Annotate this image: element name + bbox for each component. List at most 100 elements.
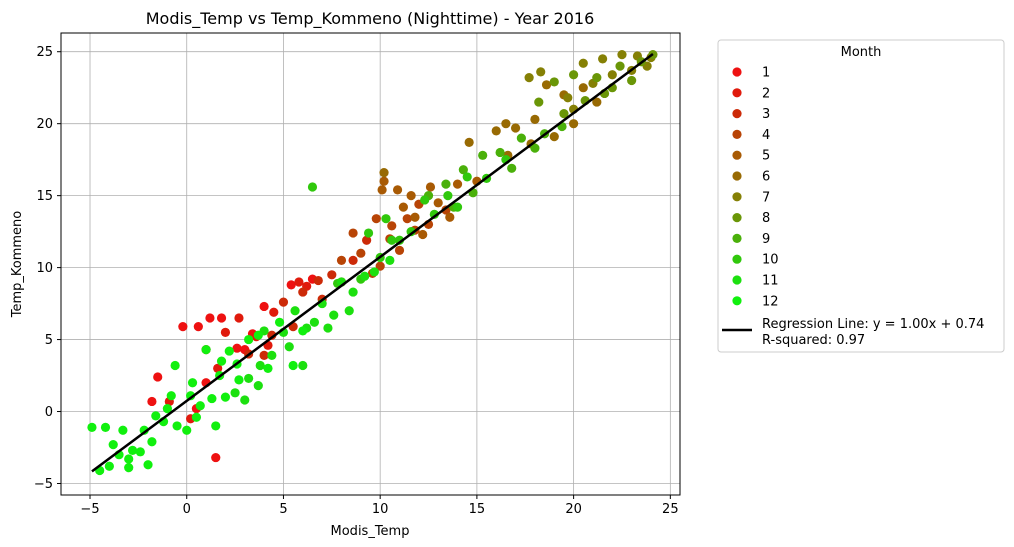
data-point-month-12 <box>139 425 149 435</box>
y-tick-label: 10 <box>36 261 53 276</box>
data-point-month-12 <box>263 363 273 373</box>
data-point-month-1 <box>286 280 296 290</box>
legend-label-month-1: 1 <box>762 66 770 81</box>
data-point-month-12 <box>288 360 298 371</box>
data-point-month-7 <box>578 58 588 68</box>
data-point-month-9 <box>507 163 517 173</box>
data-point-month-12 <box>135 447 145 457</box>
data-point-month-12 <box>143 460 153 470</box>
data-point-month-5 <box>392 185 403 195</box>
legend-marker-month-4 <box>732 129 742 139</box>
data-point-month-10 <box>429 209 439 219</box>
data-point-month-11 <box>344 306 354 316</box>
data-point-month-12 <box>224 346 234 356</box>
y-tick-label: 15 <box>36 189 53 204</box>
data-point-month-3 <box>278 297 289 307</box>
data-point-month-1 <box>153 372 163 382</box>
data-point-month-1 <box>178 322 188 332</box>
data-point-month-11 <box>267 350 277 360</box>
legend-marker-month-2 <box>732 88 742 98</box>
data-point-month-8 <box>534 97 544 107</box>
legend-box <box>717 39 1005 353</box>
data-point-month-6 <box>578 83 588 93</box>
data-point-month-12 <box>170 360 180 371</box>
legend-label-month-7: 7 <box>762 190 770 205</box>
data-point-month-12 <box>124 454 134 464</box>
legend-label-month-3: 3 <box>762 107 770 122</box>
data-point-month-1 <box>211 452 221 463</box>
data-point-month-12 <box>87 422 97 432</box>
data-point-month-5 <box>418 229 428 240</box>
data-point-month-3 <box>362 235 372 245</box>
data-point-month-7 <box>598 54 608 64</box>
legend-label-month-6: 6 <box>762 170 770 185</box>
legend-label-month-11: 11 <box>762 274 779 289</box>
data-point-month-9 <box>530 143 540 153</box>
data-point-month-10 <box>307 182 318 192</box>
data-point-month-6 <box>491 126 501 136</box>
legend-label-month-2: 2 <box>762 86 770 101</box>
legend-label-month-10: 10 <box>762 253 779 268</box>
scatter-points <box>87 49 658 476</box>
legend-marker-month-12 <box>732 296 742 306</box>
data-point-month-8 <box>559 108 569 119</box>
data-point-month-10 <box>462 172 472 182</box>
data-point-month-4 <box>356 248 366 258</box>
legend-marker-month-11 <box>732 275 742 285</box>
data-point-month-8 <box>549 77 559 87</box>
data-point-month-11 <box>329 310 339 320</box>
data-point-month-3 <box>267 330 277 340</box>
x-tick-label: 25 <box>662 502 679 517</box>
data-point-month-10 <box>452 202 463 212</box>
data-point-month-9 <box>441 179 451 189</box>
data-point-month-11 <box>369 267 379 277</box>
data-point-month-5 <box>410 212 420 222</box>
legend-r-squared-label: R-squared: 0.97 <box>762 333 865 348</box>
data-point-month-1 <box>193 322 203 332</box>
data-point-month-12 <box>124 463 134 473</box>
data-point-month-2 <box>234 313 244 323</box>
data-point-month-12 <box>191 412 202 422</box>
data-point-month-11 <box>298 360 308 371</box>
data-point-month-12 <box>108 440 118 450</box>
data-point-month-6 <box>501 119 511 129</box>
data-point-month-11 <box>290 306 300 316</box>
plot-frame <box>60 32 681 496</box>
legend-label-month-12: 12 <box>762 294 779 309</box>
data-point-month-4 <box>402 214 412 224</box>
legend-marker-month-7 <box>732 192 742 202</box>
data-point-month-1 <box>147 396 157 407</box>
data-point-month-3 <box>259 350 269 360</box>
data-point-month-11 <box>240 395 250 405</box>
data-point-month-6 <box>510 123 521 133</box>
data-point-month-8 <box>592 73 602 83</box>
legend-label-month-5: 5 <box>762 149 770 164</box>
data-point-month-4 <box>394 245 405 255</box>
data-point-month-11 <box>309 317 320 327</box>
legend-marker-month-5 <box>732 150 742 160</box>
data-point-month-4 <box>371 214 381 224</box>
data-point-month-12 <box>216 356 227 366</box>
data-point-month-12 <box>100 422 111 432</box>
data-point-month-11 <box>244 373 254 384</box>
data-point-month-11 <box>385 255 395 266</box>
data-point-month-12 <box>118 425 128 435</box>
data-point-month-5 <box>377 185 387 195</box>
data-point-month-12 <box>187 378 198 388</box>
data-point-month-12 <box>172 421 182 431</box>
data-point-month-12 <box>127 445 138 455</box>
y-tick-label: 20 <box>36 117 53 132</box>
data-point-month-12 <box>151 411 161 421</box>
x-tick-label: 10 <box>372 502 389 517</box>
data-point-month-3 <box>313 275 323 286</box>
y-tick-label: 5 <box>45 333 53 348</box>
legend-title: Month <box>841 45 882 60</box>
data-point-month-11 <box>348 287 358 297</box>
data-point-month-11 <box>253 381 263 391</box>
legend-marker-month-3 <box>732 109 742 119</box>
y-tick-label: −5 <box>34 477 53 492</box>
data-point-month-12 <box>274 317 285 327</box>
data-point-month-12 <box>104 461 114 471</box>
data-point-month-1 <box>216 313 227 323</box>
